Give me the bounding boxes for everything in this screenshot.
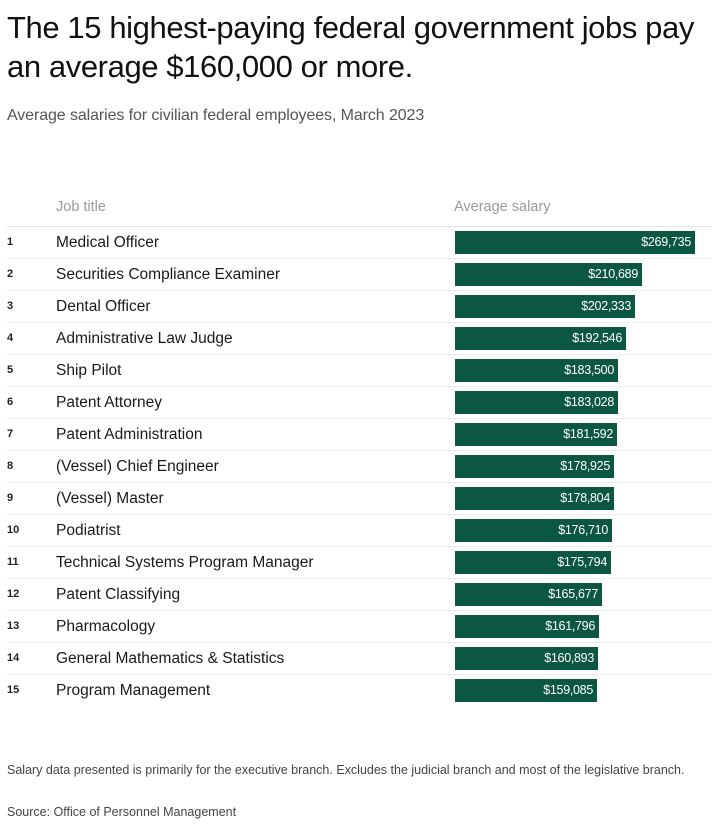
table-row: 15 Program Management $159,085 xyxy=(7,675,712,706)
table-body: 1 Medical Officer $269,735 2 Securities Comp… xyxy=(7,227,712,706)
job-title: Administrative Law Judge xyxy=(56,330,233,347)
rank-number: 7 xyxy=(7,428,14,440)
source-credit: Source: Office of Personnel Management xyxy=(7,805,237,819)
rank-number: 5 xyxy=(7,364,14,376)
table-row: 5 Ship Pilot $183,500 xyxy=(7,355,712,387)
table-row: 8 (Vessel) Chief Engineer $178,925 xyxy=(7,451,712,483)
table-row: 7 Patent Administration $181,592 xyxy=(7,419,712,451)
salary-bar: $181,592 xyxy=(455,423,617,446)
rank-number: 15 xyxy=(7,684,20,696)
table-row: 2 Securities Compliance Examiner $210,689 xyxy=(7,259,712,291)
rank-number: 2 xyxy=(7,268,14,280)
rank-number: 4 xyxy=(7,332,14,344)
salary-bar: $210,689 xyxy=(455,263,642,286)
table-row: 1 Medical Officer $269,735 xyxy=(7,227,712,259)
column-header-job-title: Job title xyxy=(56,199,106,215)
table-row: 9 (Vessel) Master $178,804 xyxy=(7,483,712,515)
table-row: 4 Administrative Law Judge $192,546 xyxy=(7,323,712,355)
job-title: Program Management xyxy=(56,682,211,699)
salary-bar: $175,794 xyxy=(455,551,611,574)
column-header-average-salary: Average salary xyxy=(454,199,551,215)
table-row: 12 Patent Classifying $165,677 xyxy=(7,579,712,611)
salary-bar: $160,893 xyxy=(455,647,598,670)
job-title: (Vessel) Chief Engineer xyxy=(56,458,219,475)
salary-bar: $161,796 xyxy=(455,615,599,638)
job-title: Patent Administration xyxy=(56,426,203,443)
chart-title: The 15 highest-paying federal government… xyxy=(7,10,694,84)
job-title: Medical Officer xyxy=(56,234,160,251)
table-row: 11 Technical Systems Program Manager $175,… xyxy=(7,547,712,579)
footnote: Salary data presented is primarily for t… xyxy=(7,763,685,777)
job-title: Technical Systems Program Manager xyxy=(56,554,314,571)
job-title: Podiatrist xyxy=(56,522,121,539)
rank-number: 10 xyxy=(7,524,20,536)
job-title: Dental Officer xyxy=(56,298,151,315)
rank-number: 12 xyxy=(7,588,20,600)
job-title: Patent Attorney xyxy=(56,394,162,411)
salary-bar: $176,710 xyxy=(455,519,612,542)
job-title: (Vessel) Master xyxy=(56,490,164,507)
job-title: Ship Pilot xyxy=(56,362,122,379)
rank-number: 1 xyxy=(7,236,14,248)
table-row: 13 Pharmacology $161,796 xyxy=(7,611,712,643)
table-row: 10 Podiatrist $176,710 xyxy=(7,515,712,547)
rank-number: 14 xyxy=(7,652,20,664)
salary-bar: $178,925 xyxy=(455,455,614,478)
salary-bar: $183,028 xyxy=(455,391,618,414)
job-title: Pharmacology xyxy=(56,618,156,635)
table-row: 3 Dental Officer $202,333 xyxy=(7,291,712,323)
job-title: General Mathematics & Statistics xyxy=(56,650,285,667)
rank-number: 11 xyxy=(7,556,19,568)
rank-number: 6 xyxy=(7,396,14,408)
salary-bar: $192,546 xyxy=(455,327,626,350)
job-title: Patent Classifying xyxy=(56,586,181,603)
salary-bar: $159,085 xyxy=(455,679,597,702)
salary-bar: $165,677 xyxy=(455,583,602,606)
table-row: 6 Patent Attorney $183,028 xyxy=(7,387,712,419)
salary-bar: $183,500 xyxy=(455,359,618,382)
rank-number: 9 xyxy=(7,492,14,504)
rank-number: 8 xyxy=(7,460,14,472)
job-title: Securities Compliance Examiner xyxy=(56,266,280,283)
table-header: Job title Average salary xyxy=(7,194,712,227)
salary-table: Job title Average salary 1 Medical Office… xyxy=(7,194,712,706)
rank-number: 3 xyxy=(7,300,14,312)
salary-bar: $178,804 xyxy=(455,487,614,510)
chart-subtitle: Average salaries for civilian federal em… xyxy=(7,107,425,124)
salary-bar: $202,333 xyxy=(455,295,635,318)
salary-bar: $269,735 xyxy=(455,231,695,254)
rank-number: 13 xyxy=(7,620,20,632)
table-row: 14 General Mathematics & Statistics $160,8… xyxy=(7,643,712,675)
